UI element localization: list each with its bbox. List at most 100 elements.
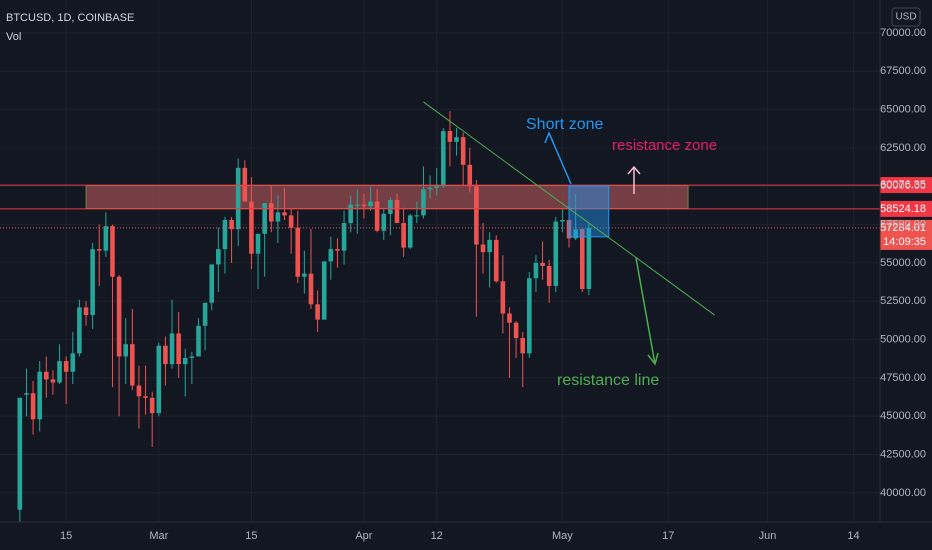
candle-body	[374, 201, 380, 231]
candle-body	[394, 200, 400, 224]
candle-body	[57, 361, 62, 383]
candle-body	[50, 379, 56, 383]
candle-body	[579, 229, 585, 289]
candle-body	[209, 264, 215, 303]
candle-body	[401, 223, 406, 248]
candle-body	[249, 201, 254, 254]
indicator-label: Vol	[6, 31, 21, 43]
candle-body	[288, 215, 294, 228]
candle-body	[348, 204, 353, 224]
y-tick-label: 60000.00	[880, 180, 926, 192]
y-tick-label: 57500.00	[880, 218, 926, 230]
candle-body	[474, 186, 479, 245]
x-tick-label: May	[552, 530, 573, 542]
x-tick-label: 14	[847, 530, 859, 542]
candle-body	[533, 262, 539, 279]
candle-body	[196, 325, 201, 357]
y-tick-label: 50000.00	[880, 333, 926, 345]
candle-body	[560, 219, 565, 222]
x-tick-label: Jun	[759, 530, 777, 542]
resistance-zone-label: resistance zone	[612, 137, 717, 154]
candle-body	[222, 219, 228, 250]
candle-body	[354, 204, 360, 206]
candle-body	[540, 262, 545, 266]
candle-body	[103, 226, 109, 251]
x-tick-label: 12	[431, 530, 443, 542]
currency-label[interactable]: USD	[895, 12, 916, 23]
candle-body	[202, 302, 208, 326]
line-arrow-head	[647, 352, 659, 366]
candle-body	[467, 164, 473, 187]
candle-body	[176, 333, 181, 365]
y-tick-label: 65000.00	[880, 104, 926, 116]
candle-body	[116, 276, 122, 357]
candle-body	[182, 357, 188, 365]
candle-body	[308, 273, 314, 305]
candle-body	[328, 249, 334, 262]
y-tick-label: 42500.00	[880, 448, 926, 460]
candle-body	[361, 204, 367, 207]
short-zone	[568, 185, 610, 238]
candle-body	[163, 345, 168, 365]
candle-body	[143, 396, 148, 398]
annotation-arrows	[544, 131, 659, 366]
price-label-box	[880, 200, 932, 217]
candle-body	[321, 261, 327, 320]
candle-body	[341, 223, 347, 251]
candle-body	[553, 221, 559, 286]
candle-body	[434, 186, 439, 188]
candle-body	[17, 397, 23, 510]
candle-body	[24, 393, 29, 395]
x-tick-label: Apr	[355, 530, 372, 542]
trend-line	[423, 101, 715, 316]
candle-body	[130, 344, 135, 386]
current-price-box	[880, 219, 932, 250]
price-label-box	[880, 177, 932, 194]
y-tick-label: 47500.00	[880, 372, 926, 384]
candle-body	[460, 137, 466, 165]
candle-body	[407, 215, 413, 248]
candle-body	[315, 304, 320, 320]
candle-body	[63, 361, 69, 372]
candle-body	[282, 212, 287, 216]
candle-body	[110, 226, 115, 277]
candle-body	[96, 249, 102, 251]
candle-body	[487, 239, 492, 253]
currency-button[interactable]	[891, 7, 921, 27]
candle-body	[268, 203, 274, 222]
y-tick-label: 62500.00	[880, 142, 926, 154]
candle-body	[189, 356, 195, 358]
candle-body	[262, 203, 267, 234]
line-arrow	[635, 257, 656, 365]
candle-body	[156, 345, 162, 414]
candle-body	[507, 313, 512, 323]
candle-body	[586, 227, 592, 289]
candle-body	[368, 201, 373, 207]
candle-body	[454, 137, 459, 142]
y-tick-label: 67500.00	[880, 65, 926, 77]
candle-body	[229, 219, 234, 230]
resistance-line-label: resistance line	[557, 372, 659, 389]
candle-body	[520, 338, 526, 354]
candle-body	[421, 189, 426, 216]
countdown-label: 14:09:35	[883, 236, 926, 248]
y-tick-label: 55000.00	[880, 257, 926, 269]
x-tick-label: 15	[245, 530, 257, 542]
candle-body	[573, 229, 578, 239]
candle-body	[493, 239, 499, 282]
candle-body	[447, 131, 453, 142]
candle-body	[513, 322, 519, 339]
candle-body	[388, 200, 393, 214]
y-tick-label: 70000.00	[880, 27, 926, 39]
candle-body	[37, 371, 42, 420]
candle-body	[123, 344, 129, 357]
y-tick-label: 45000.00	[880, 410, 926, 422]
candle-body	[136, 385, 142, 397]
candle-body	[295, 227, 301, 277]
candle-body	[275, 212, 281, 222]
candle-body	[44, 371, 49, 380]
candle-body	[149, 397, 155, 414]
candle-body	[83, 307, 89, 316]
